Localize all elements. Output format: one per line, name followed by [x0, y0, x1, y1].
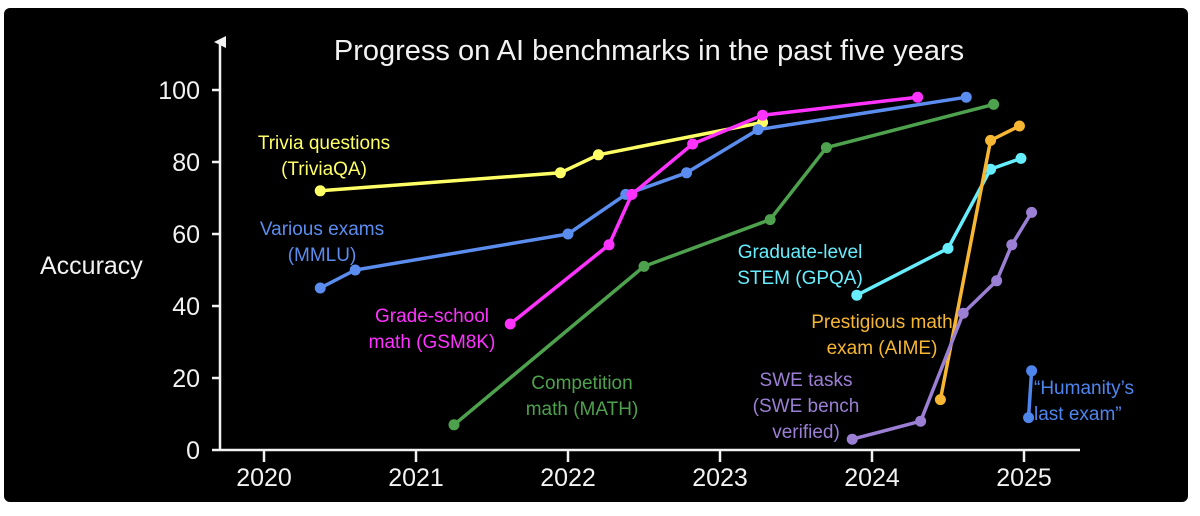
- series-label-line: Graduate-level: [738, 242, 863, 263]
- series-line-aime: [938, 124, 1021, 400]
- series-label-line: verified): [772, 422, 840, 443]
- data-point-mmlu: [752, 124, 764, 136]
- series-math: [448, 98, 1000, 431]
- data-point-gsm8k: [603, 239, 615, 251]
- data-point-mmlu: [960, 91, 972, 103]
- series-swebench: [846, 206, 1038, 445]
- series-aime: [934, 120, 1025, 406]
- data-point-aime: [934, 394, 946, 406]
- data-point-swebench: [1026, 206, 1038, 218]
- series-label-mmlu: Various exams (MMLU): [260, 219, 384, 266]
- series-label-line: math (GSM8K): [369, 332, 496, 353]
- chart-panel: Progress on AI benchmarks in the past fi…: [4, 8, 1188, 502]
- data-point-swebench: [846, 433, 858, 445]
- data-point-gsm8k: [626, 188, 638, 200]
- series-label-line: SWE tasks: [760, 370, 853, 391]
- data-point-gpqa: [1015, 152, 1027, 164]
- y-tick-label: 60: [172, 221, 200, 249]
- x-tick-label: 2025: [996, 464, 1052, 492]
- series-label-line: exam (AIME): [827, 338, 938, 359]
- data-point-aime: [985, 134, 997, 146]
- data-point-swebench: [957, 307, 969, 319]
- series-label-aime: Prestigious math exam (AIME): [811, 312, 953, 359]
- series-label-line: STEM (GPQA): [737, 268, 863, 289]
- data-point-triviaqa: [592, 149, 604, 161]
- series-layer: [314, 91, 1038, 445]
- data-point-gpqa: [942, 242, 954, 254]
- data-point-gsm8k: [757, 109, 769, 121]
- series-label-line: Trivia questions: [258, 133, 390, 154]
- data-point-triviaqa: [554, 167, 566, 179]
- data-point-hle: [1026, 365, 1038, 377]
- series-label-line: (MMLU): [288, 245, 357, 266]
- data-point-hle: [1023, 412, 1035, 424]
- y-axis-label: Accuracy: [40, 252, 143, 280]
- chart-title: Progress on AI benchmarks in the past fi…: [334, 35, 964, 67]
- series-label-line: “Humanity’s: [1034, 378, 1134, 399]
- series-label-math: Competition math (MATH): [526, 373, 639, 420]
- data-point-mmlu: [562, 228, 574, 240]
- data-point-math: [988, 98, 1000, 110]
- data-point-swebench: [1006, 239, 1018, 251]
- data-point-triviaqa: [314, 185, 326, 197]
- data-point-math: [448, 419, 460, 431]
- series-label-line: Prestigious math: [811, 312, 953, 333]
- series-label-line: (TriviaQA): [281, 159, 367, 180]
- y-tick-label: 100: [158, 77, 200, 105]
- series-label-line: Grade-school: [375, 306, 489, 327]
- series-line-triviaqa: [320, 120, 763, 193]
- y-tick-label: 20: [172, 365, 200, 393]
- data-point-mmlu: [349, 264, 361, 276]
- series-line-hle: [1026, 370, 1034, 418]
- data-point-swebench: [915, 415, 927, 427]
- data-point-aime: [1013, 120, 1025, 132]
- axes: 0 20 40 60 80 100 2020 2021 2022 2023 2024 2025 Accu…: [40, 36, 1080, 492]
- series-line-mmlu: [319, 95, 967, 290]
- series-gpqa: [851, 152, 1027, 301]
- x-tick-label: 2023: [692, 464, 748, 492]
- series-label-gpqa: Graduate-level STEM (GPQA): [737, 242, 863, 289]
- data-point-gpqa: [851, 289, 863, 301]
- series-line-gpqa: [856, 156, 1022, 297]
- x-tick-label: 2024: [844, 464, 900, 492]
- series-label-line: Various exams: [260, 219, 384, 240]
- x-tick-label: 2021: [388, 464, 444, 492]
- series-label-triviaqa: Trivia questions (TriviaQA): [258, 133, 390, 180]
- series-labels: Trivia questions (TriviaQA) Various exams (…: [258, 133, 1134, 443]
- series-hle: [1023, 365, 1038, 424]
- data-point-gsm8k: [504, 318, 516, 330]
- series-triviaqa: [314, 116, 769, 197]
- series-label-gsm8k: Grade-school math (GSM8K): [369, 306, 496, 353]
- x-tick-label: 2020: [236, 464, 292, 492]
- y-tick-label: 0: [186, 437, 200, 465]
- series-label-swebench: SWE tasks (SWE bench verified): [753, 370, 860, 443]
- y-tick-label: 80: [172, 149, 200, 177]
- series-gsm8k: [504, 91, 924, 330]
- series-label-line: Competition: [531, 373, 632, 394]
- data-point-math: [638, 260, 650, 272]
- data-point-gsm8k: [912, 91, 924, 103]
- series-label-line: math (MATH): [526, 399, 639, 420]
- x-tick-label: 2022: [540, 464, 596, 492]
- data-point-gsm8k: [687, 138, 699, 150]
- series-line-gsm8k: [509, 95, 918, 326]
- data-point-gpqa: [985, 163, 997, 175]
- series-label-line: (SWE bench: [753, 396, 860, 417]
- series-label-hle: “Humanity’s last exam”: [1034, 378, 1134, 425]
- data-point-swebench: [991, 275, 1003, 287]
- data-point-math: [764, 214, 776, 226]
- series-label-line: last exam”: [1034, 404, 1122, 425]
- data-point-mmlu: [681, 167, 693, 179]
- series-line-swebench: [851, 211, 1034, 441]
- y-tick-label: 40: [172, 293, 200, 321]
- chart-svg: Progress on AI benchmarks in the past fi…: [40, 35, 1134, 492]
- data-point-math: [820, 142, 832, 154]
- data-point-mmlu: [314, 282, 326, 294]
